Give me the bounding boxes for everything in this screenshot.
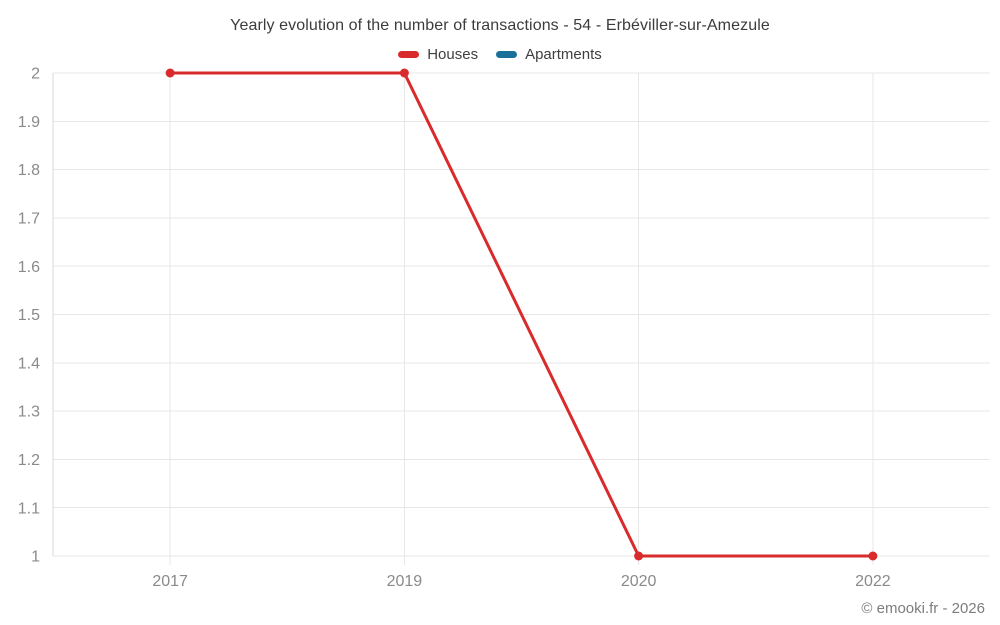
- x-axis-tick-label: 2022: [855, 573, 891, 590]
- data-point-houses[interactable]: [868, 551, 878, 561]
- legend-label: Apartments: [525, 46, 602, 63]
- legend-swatch-apartments: [496, 51, 518, 58]
- data-point-houses[interactable]: [634, 551, 644, 561]
- y-axis-tick-label: 1.5: [18, 307, 40, 324]
- x-axis-tick-label: 2019: [387, 573, 423, 590]
- series-line-houses: [168, 71, 875, 558]
- y-axis-tick-label: 2: [31, 66, 40, 83]
- copyright: © emooki.fr - 2026: [861, 600, 985, 617]
- y-axis-tick-label: 1.6: [18, 259, 40, 276]
- y-axis-tick-label: 1.9: [18, 114, 40, 131]
- legend: Houses Apartments: [0, 46, 1000, 63]
- data-point-houses[interactable]: [399, 68, 409, 78]
- legend-swatch-houses: [398, 51, 420, 58]
- data-point-houses[interactable]: [165, 68, 175, 78]
- chart-title: Yearly evolution of the number of transa…: [230, 17, 770, 34]
- y-axis-tick-label: 1: [31, 549, 40, 566]
- x-axis-tick-label: 2017: [152, 573, 188, 590]
- y-axis-tick-label: 1.7: [18, 211, 40, 228]
- y-axis-tick-label: 1.1: [18, 500, 40, 517]
- y-axis-tick-label: 1.4: [18, 355, 40, 372]
- legend-item-houses[interactable]: Houses: [398, 46, 478, 63]
- y-axis-tick-label: 1.8: [18, 162, 40, 179]
- y-axis-tick-label: 1.2: [18, 452, 40, 469]
- y-axis-tick-label: 1.3: [18, 404, 40, 421]
- x-axis-tick-label: 2020: [621, 573, 657, 590]
- legend-item-apartments[interactable]: Apartments: [496, 46, 602, 63]
- legend-label: Houses: [427, 46, 479, 63]
